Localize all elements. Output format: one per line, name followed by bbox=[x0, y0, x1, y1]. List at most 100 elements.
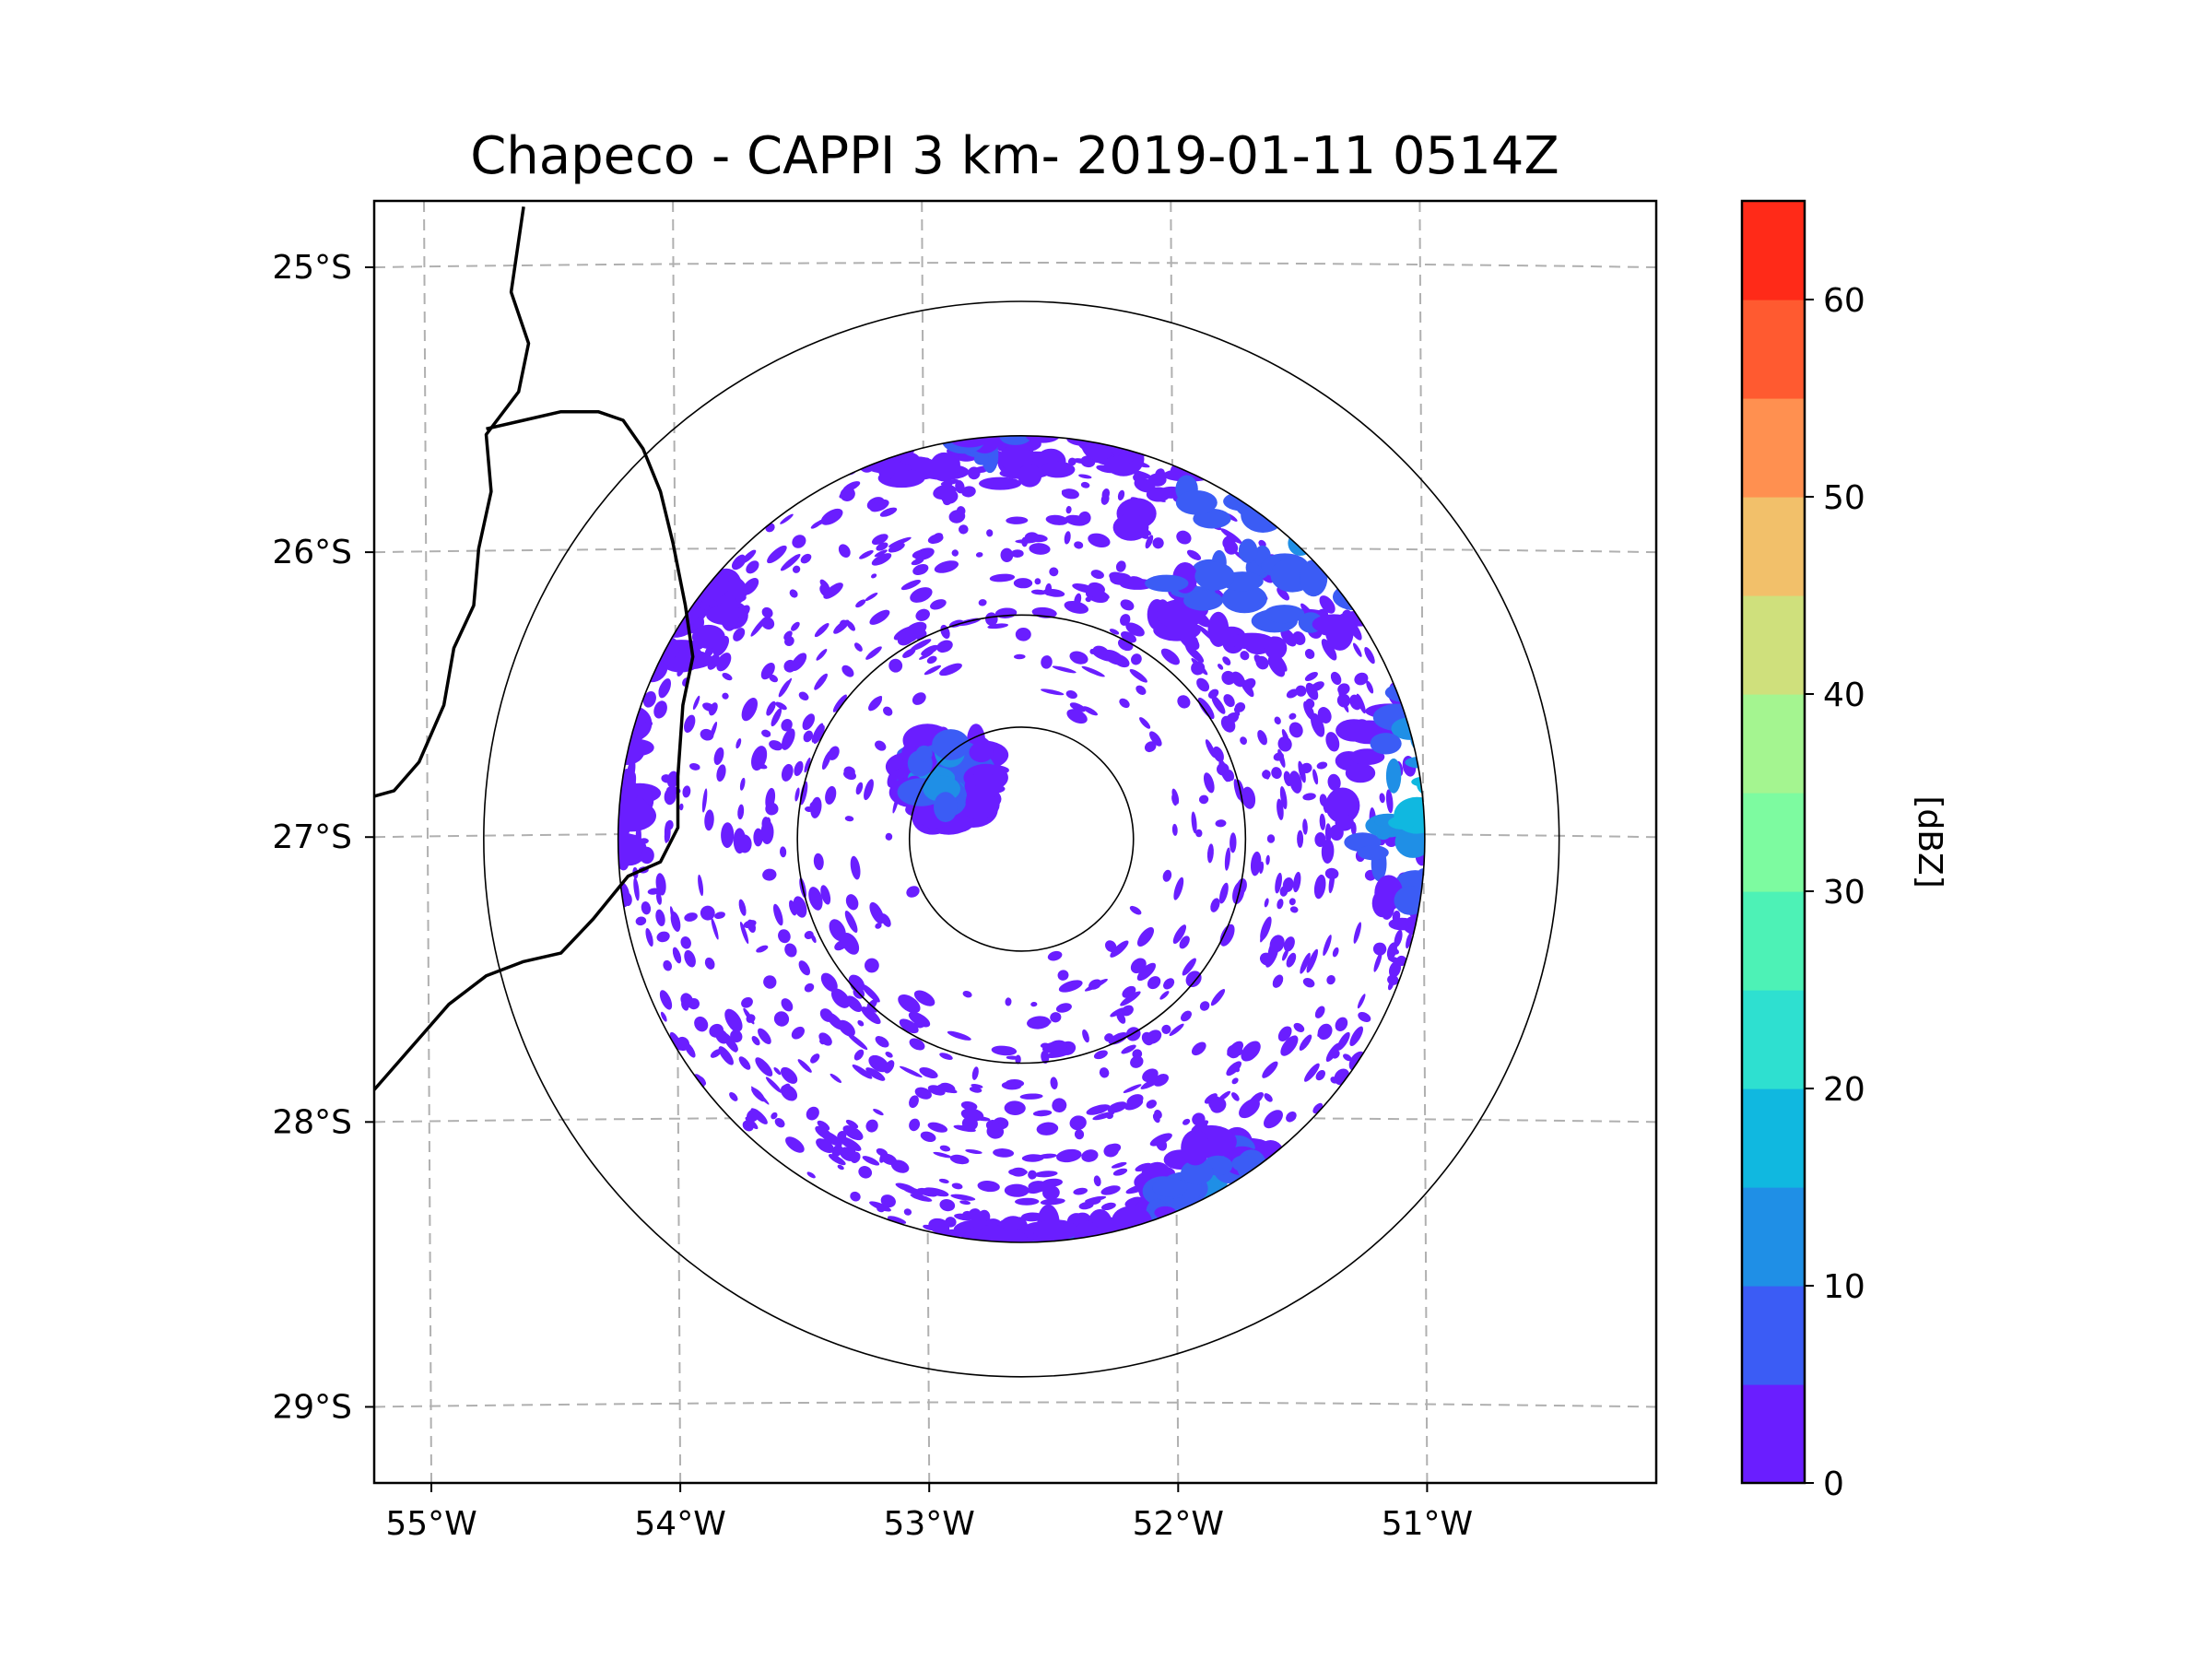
echo-speck bbox=[1258, 539, 1266, 547]
echo-speck bbox=[1160, 648, 1180, 665]
echo-speck bbox=[791, 1026, 806, 1040]
echo-cell bbox=[1147, 473, 1167, 487]
echo-cell bbox=[1181, 1159, 1214, 1185]
y-tick-label: 29°S bbox=[272, 1388, 352, 1426]
echo-speck bbox=[1191, 1041, 1206, 1056]
echo-speck bbox=[661, 774, 672, 783]
echo-speck bbox=[852, 1064, 873, 1079]
echo-speck bbox=[1074, 541, 1084, 549]
echo-speck bbox=[742, 1120, 754, 1132]
echo-speck bbox=[1387, 974, 1399, 985]
echo-speck bbox=[1212, 746, 1224, 762]
echo-speck bbox=[658, 678, 672, 699]
echo-speck bbox=[1266, 834, 1276, 843]
echo-speck bbox=[660, 1011, 667, 1022]
echo-speck bbox=[733, 554, 746, 567]
echo-speck bbox=[1315, 1069, 1326, 1081]
echo-speck bbox=[716, 653, 732, 672]
echo-speck bbox=[700, 728, 714, 741]
echo-speck bbox=[1081, 665, 1105, 677]
echo-speck bbox=[1286, 688, 1299, 699]
echo-speck bbox=[977, 1181, 1000, 1193]
echo-speck bbox=[814, 673, 828, 690]
echo-speck bbox=[761, 606, 773, 618]
echo-speck bbox=[791, 653, 807, 672]
echo-speck bbox=[794, 787, 800, 802]
echo-speck bbox=[704, 957, 715, 970]
echo-speck bbox=[1386, 942, 1397, 959]
y-tick-label: 27°S bbox=[272, 818, 352, 856]
echo-speck bbox=[1135, 1162, 1152, 1172]
echo-speck bbox=[933, 1151, 952, 1159]
echo-speck bbox=[839, 488, 853, 499]
range-ring-3 bbox=[483, 300, 1560, 1378]
echo-speck bbox=[993, 1148, 1015, 1158]
echo-speck bbox=[1319, 813, 1326, 830]
echo-speck bbox=[1088, 1197, 1101, 1205]
echo-speck bbox=[1372, 942, 1387, 956]
echo-speck bbox=[888, 658, 903, 673]
echo-speck bbox=[1288, 722, 1303, 738]
echo-speck bbox=[1119, 698, 1130, 709]
echo-speck bbox=[1219, 924, 1235, 947]
echo-speck bbox=[771, 1112, 778, 1120]
echo-speck bbox=[802, 713, 816, 731]
echo-speck bbox=[1125, 622, 1145, 637]
echo-speck bbox=[883, 706, 893, 716]
echo-speck bbox=[1203, 772, 1215, 794]
x-tick-label: 54°W bbox=[634, 1505, 725, 1543]
echo-speck bbox=[1275, 872, 1282, 894]
echo-speck bbox=[722, 692, 729, 700]
colorbar-segment bbox=[1742, 694, 1805, 794]
echo-speck bbox=[833, 619, 850, 634]
echo-speck bbox=[899, 1018, 919, 1034]
colorbar-segment bbox=[1742, 793, 1805, 892]
echo-speck bbox=[871, 534, 888, 546]
echo-speck bbox=[709, 702, 718, 716]
echo-speck bbox=[792, 565, 801, 573]
echo-speck bbox=[1283, 936, 1295, 952]
echo-speck bbox=[909, 1118, 921, 1132]
echo-speck bbox=[1013, 578, 1033, 589]
echo-speck bbox=[1110, 940, 1129, 958]
echo-speck bbox=[903, 1208, 912, 1216]
echo-speck bbox=[1171, 788, 1180, 805]
echo-speck bbox=[815, 1125, 832, 1140]
x-tick-label: 51°W bbox=[1382, 1505, 1473, 1543]
y-tick-labels: 25°S 26°S 27°S 28°S 29°S bbox=[272, 249, 374, 1426]
echo-speck bbox=[912, 550, 925, 559]
echo-speck bbox=[831, 1144, 843, 1158]
echo-speck bbox=[1169, 1023, 1184, 1036]
echo-speck bbox=[1279, 886, 1288, 897]
echo-speck bbox=[723, 1032, 738, 1053]
echo-speck bbox=[1152, 537, 1164, 549]
echo-cell bbox=[1183, 590, 1223, 611]
echo-speck bbox=[935, 1084, 945, 1095]
echo-speck bbox=[816, 649, 828, 661]
echo-speck bbox=[1032, 1110, 1053, 1117]
echo-speck bbox=[926, 655, 937, 665]
colorbar-tick-label: 30 bbox=[1823, 874, 1865, 912]
echo-speck bbox=[1221, 670, 1236, 686]
colorbar-tick-label: 60 bbox=[1823, 282, 1865, 320]
echo-speck bbox=[1207, 688, 1219, 699]
echo-speck bbox=[1065, 690, 1077, 700]
echo-speck bbox=[1038, 1153, 1057, 1159]
echo-speck bbox=[825, 785, 837, 805]
echo-speck bbox=[1302, 977, 1315, 988]
echo-speck bbox=[1019, 1093, 1043, 1100]
echo-speck bbox=[1277, 1026, 1292, 1041]
echo-speck bbox=[1264, 1110, 1283, 1129]
echo-speck bbox=[1231, 1077, 1239, 1085]
boundary-line-1 bbox=[374, 409, 695, 1091]
echo-speck bbox=[820, 885, 831, 905]
echo-speck bbox=[730, 1030, 743, 1043]
echo-speck bbox=[940, 479, 959, 486]
echo-speck bbox=[810, 796, 822, 818]
echo-speck bbox=[789, 589, 798, 598]
echo-speck bbox=[1260, 916, 1272, 941]
echo-speck bbox=[665, 819, 674, 830]
echo-speck bbox=[1274, 716, 1281, 725]
echo-speck bbox=[919, 1066, 938, 1079]
echo-speck bbox=[1041, 688, 1065, 696]
